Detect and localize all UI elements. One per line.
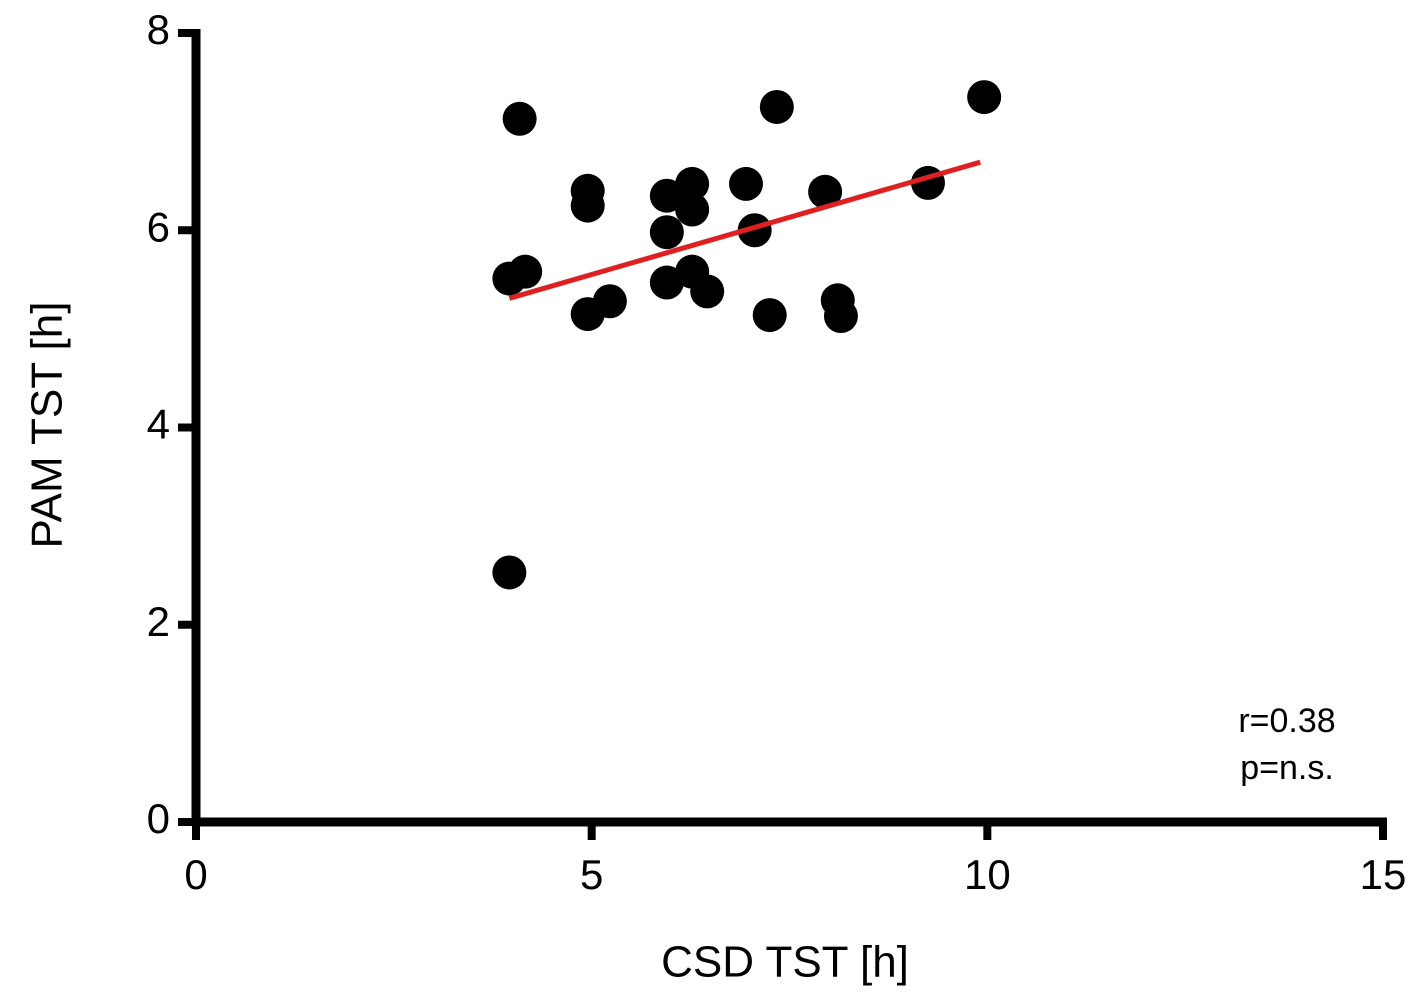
x-tick-label: 10 xyxy=(964,851,1011,898)
x-tick-label: 0 xyxy=(184,851,207,898)
annotation: r=0.38 xyxy=(1238,702,1335,740)
point xyxy=(737,213,772,248)
point xyxy=(690,274,725,309)
point xyxy=(675,192,710,227)
x-axis-label: CSD TST [h] xyxy=(661,938,909,987)
x-tick-label: 5 xyxy=(580,851,603,898)
point xyxy=(675,166,710,201)
point xyxy=(649,215,684,250)
annotation: p=n.s. xyxy=(1240,749,1334,787)
point xyxy=(759,89,794,124)
point xyxy=(570,188,605,223)
point xyxy=(728,166,763,201)
point xyxy=(492,555,527,590)
point xyxy=(502,101,537,136)
point xyxy=(823,299,858,334)
y-tick-label: 0 xyxy=(147,795,170,842)
fit-line xyxy=(508,159,981,301)
y-tick-label: 4 xyxy=(147,401,170,448)
point xyxy=(752,298,787,333)
y-tick-label: 6 xyxy=(147,203,170,250)
point xyxy=(967,80,1002,115)
point xyxy=(649,178,684,213)
point xyxy=(508,254,543,289)
y-tick-label: 2 xyxy=(147,598,170,645)
point xyxy=(808,174,843,209)
x-tick-label: 15 xyxy=(1360,851,1407,898)
y-axis-label: PAM TST [h] xyxy=(23,302,72,549)
point xyxy=(592,284,627,319)
y-tick-label: 8 xyxy=(147,6,170,53)
